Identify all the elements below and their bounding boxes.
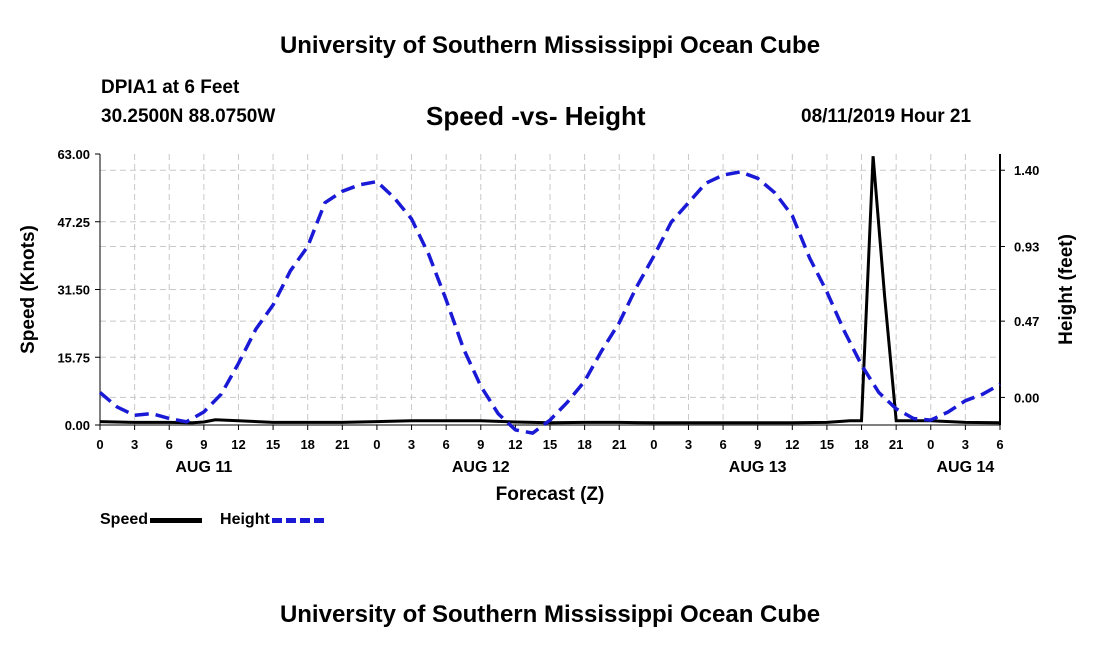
chart-legend: Speed Height [100, 510, 342, 530]
x-tick-label: 0 [650, 437, 657, 452]
x-tick-label: 18 [577, 437, 591, 452]
x-tick-label: 6 [443, 437, 450, 452]
y2-tick-label: 0.47 [1014, 314, 1039, 329]
x-day-label: AUG 13 [729, 459, 787, 476]
x-tick-label: 3 [408, 437, 415, 452]
x-day-label: AUG 14 [936, 459, 994, 476]
y-tick-label: 0.00 [65, 418, 90, 433]
legend-height-swatch [271, 517, 324, 523]
x-tick-label: 0 [927, 437, 934, 452]
x-tick-label: 9 [754, 437, 761, 452]
x-tick-label: 6 [166, 437, 173, 452]
x-tick-label: 18 [854, 437, 868, 452]
speed-series-line [99, 156, 1001, 425]
x-tick-label: 9 [477, 437, 484, 452]
x-tick-label: 21 [335, 437, 349, 452]
station-coordinates: 30.2500N 88.0750W [101, 106, 276, 127]
x-tick-label: 15 [266, 437, 280, 452]
y2-tick-label: 0.93 [1014, 239, 1039, 254]
x-tick-label: 6 [719, 437, 726, 452]
forecast-timestamp: 08/11/2019 Hour 21 [801, 106, 972, 127]
y-tick-label: 63.00 [57, 147, 90, 162]
x-tick-label: 3 [962, 437, 969, 452]
x-axis-title: Forecast (Z) [496, 484, 605, 505]
x-tick-label: 21 [612, 437, 626, 452]
legend-speed-swatch [150, 517, 203, 523]
x-day-label: AUG 11 [175, 459, 232, 476]
x-tick-label: 15 [820, 437, 834, 452]
x-tick-label: 0 [373, 437, 380, 452]
x-tick-label: 9 [200, 437, 207, 452]
y-tick-label: 47.25 [57, 215, 90, 230]
x-tick-label: 12 [508, 437, 522, 452]
y2-axis-title: Height (feet) [1056, 234, 1077, 345]
station-label: DPIA1 at 6 Feet [101, 77, 240, 98]
x-tick-label: 18 [300, 437, 314, 452]
y-tick-label: 31.50 [57, 283, 90, 298]
x-tick-label: 3 [131, 437, 138, 452]
page-title: University of Southern Mississippi Ocean… [279, 32, 821, 59]
footer-title: University of Southern Mississippi Ocean… [279, 601, 821, 628]
x-tick-label: 15 [543, 437, 557, 452]
x-day-label: AUG 12 [452, 459, 510, 476]
y-tick-label: 15.75 [57, 350, 90, 365]
y2-tick-label: 1.40 [1014, 163, 1039, 178]
x-tick-label: 3 [685, 437, 692, 452]
x-tick-label: 0 [96, 437, 103, 452]
y-axis-title: Speed (Knots) [18, 225, 39, 354]
height-series-line [98, 170, 1001, 435]
legend-height-label: Height [220, 511, 270, 528]
legend-speed-label: Speed [100, 511, 149, 528]
y2-tick-label: 0.00 [1014, 390, 1039, 405]
chart-title: Speed -vs- Height [426, 101, 646, 131]
x-tick-label: 6 [996, 437, 1003, 452]
x-tick-label: 12 [231, 437, 245, 452]
x-tick-label: 12 [785, 437, 799, 452]
x-tick-label: 21 [889, 437, 903, 452]
